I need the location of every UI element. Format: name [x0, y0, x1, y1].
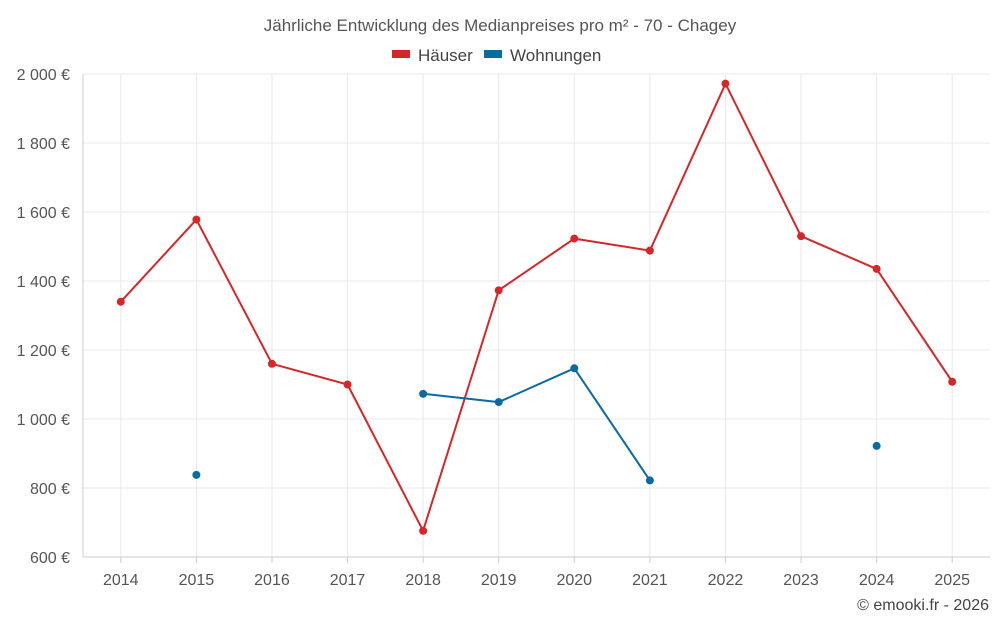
y-tick-label: 1 600 €	[17, 205, 70, 222]
data-point-haeuser-2019[interactable]	[494, 286, 503, 295]
y-tick-label: 1 400 €	[17, 274, 70, 291]
y-tick-label: 1 800 €	[17, 136, 70, 153]
data-point-wohnungen-2019[interactable]	[494, 398, 503, 407]
series	[116, 79, 957, 535]
data-point-haeuser-2014[interactable]	[116, 297, 125, 306]
data-point-haeuser-2023[interactable]	[797, 232, 806, 241]
legend-swatch-haeuser	[392, 50, 410, 58]
legend-swatch-wohnungen	[484, 50, 502, 58]
x-tick-label: 2014	[103, 572, 139, 589]
data-point-haeuser-2015[interactable]	[192, 215, 201, 224]
y-tick-label: 1 200 €	[17, 343, 70, 360]
gridlines	[83, 73, 990, 558]
x-tick-label: 2024	[859, 572, 895, 589]
axes: 600 € 800 € 1 000 € 1 200 € 1 400 € 1 600 € 1 …	[17, 67, 990, 589]
data-point-wohnungen-2020[interactable]	[570, 364, 579, 373]
x-tick-label: 2023	[783, 572, 819, 589]
y-tick-label: 800 €	[30, 481, 70, 498]
y-tick-label: 600 €	[30, 550, 70, 567]
x-tick-label: 2015	[179, 572, 215, 589]
data-point-wohnungen-2024[interactable]	[872, 441, 881, 450]
data-point-haeuser-2016[interactable]	[267, 359, 276, 368]
x-tick-label: 2019	[481, 572, 517, 589]
data-point-haeuser-2018[interactable]	[419, 526, 428, 535]
x-tick-label: 2020	[556, 572, 592, 589]
credit-text: © emooki.fr - 2026	[857, 597, 989, 614]
y-tick-label: 2 000 €	[17, 67, 70, 84]
data-point-wohnungen-2021[interactable]	[645, 476, 654, 485]
series-line-haeuser	[120, 82, 954, 532]
x-tick-label: 2022	[708, 572, 744, 589]
chart-title: Jährliche Entwicklung des Medianpreises …	[264, 16, 737, 35]
data-point-haeuser-2024[interactable]	[872, 264, 881, 273]
data-point-haeuser-2022[interactable]	[721, 79, 730, 88]
data-point-haeuser-2021[interactable]	[645, 246, 654, 255]
data-point-wohnungen-2018[interactable]	[419, 389, 428, 398]
x-tick-label: 2018	[405, 572, 441, 589]
legend-label-wohnungen[interactable]: Wohnungen	[510, 46, 601, 65]
x-tick-label: 2025	[934, 572, 970, 589]
y-tick-label: 1 000 €	[17, 412, 70, 429]
x-tick-label: 2016	[254, 572, 290, 589]
data-point-wohnungen-2015[interactable]	[192, 470, 201, 479]
series-line-wohnungen	[422, 367, 651, 481]
data-point-haeuser-2025[interactable]	[948, 377, 957, 386]
series-wohnungen	[192, 364, 881, 485]
data-point-haeuser-2017[interactable]	[343, 380, 352, 389]
legend-label-haeuser[interactable]: Häuser	[418, 46, 473, 65]
data-point-haeuser-2020[interactable]	[570, 234, 579, 243]
x-tick-label: 2021	[632, 572, 668, 589]
series-haeuser	[116, 79, 957, 535]
x-tick-label: 2017	[330, 572, 366, 589]
legend: Häuser Wohnungen	[392, 46, 601, 65]
